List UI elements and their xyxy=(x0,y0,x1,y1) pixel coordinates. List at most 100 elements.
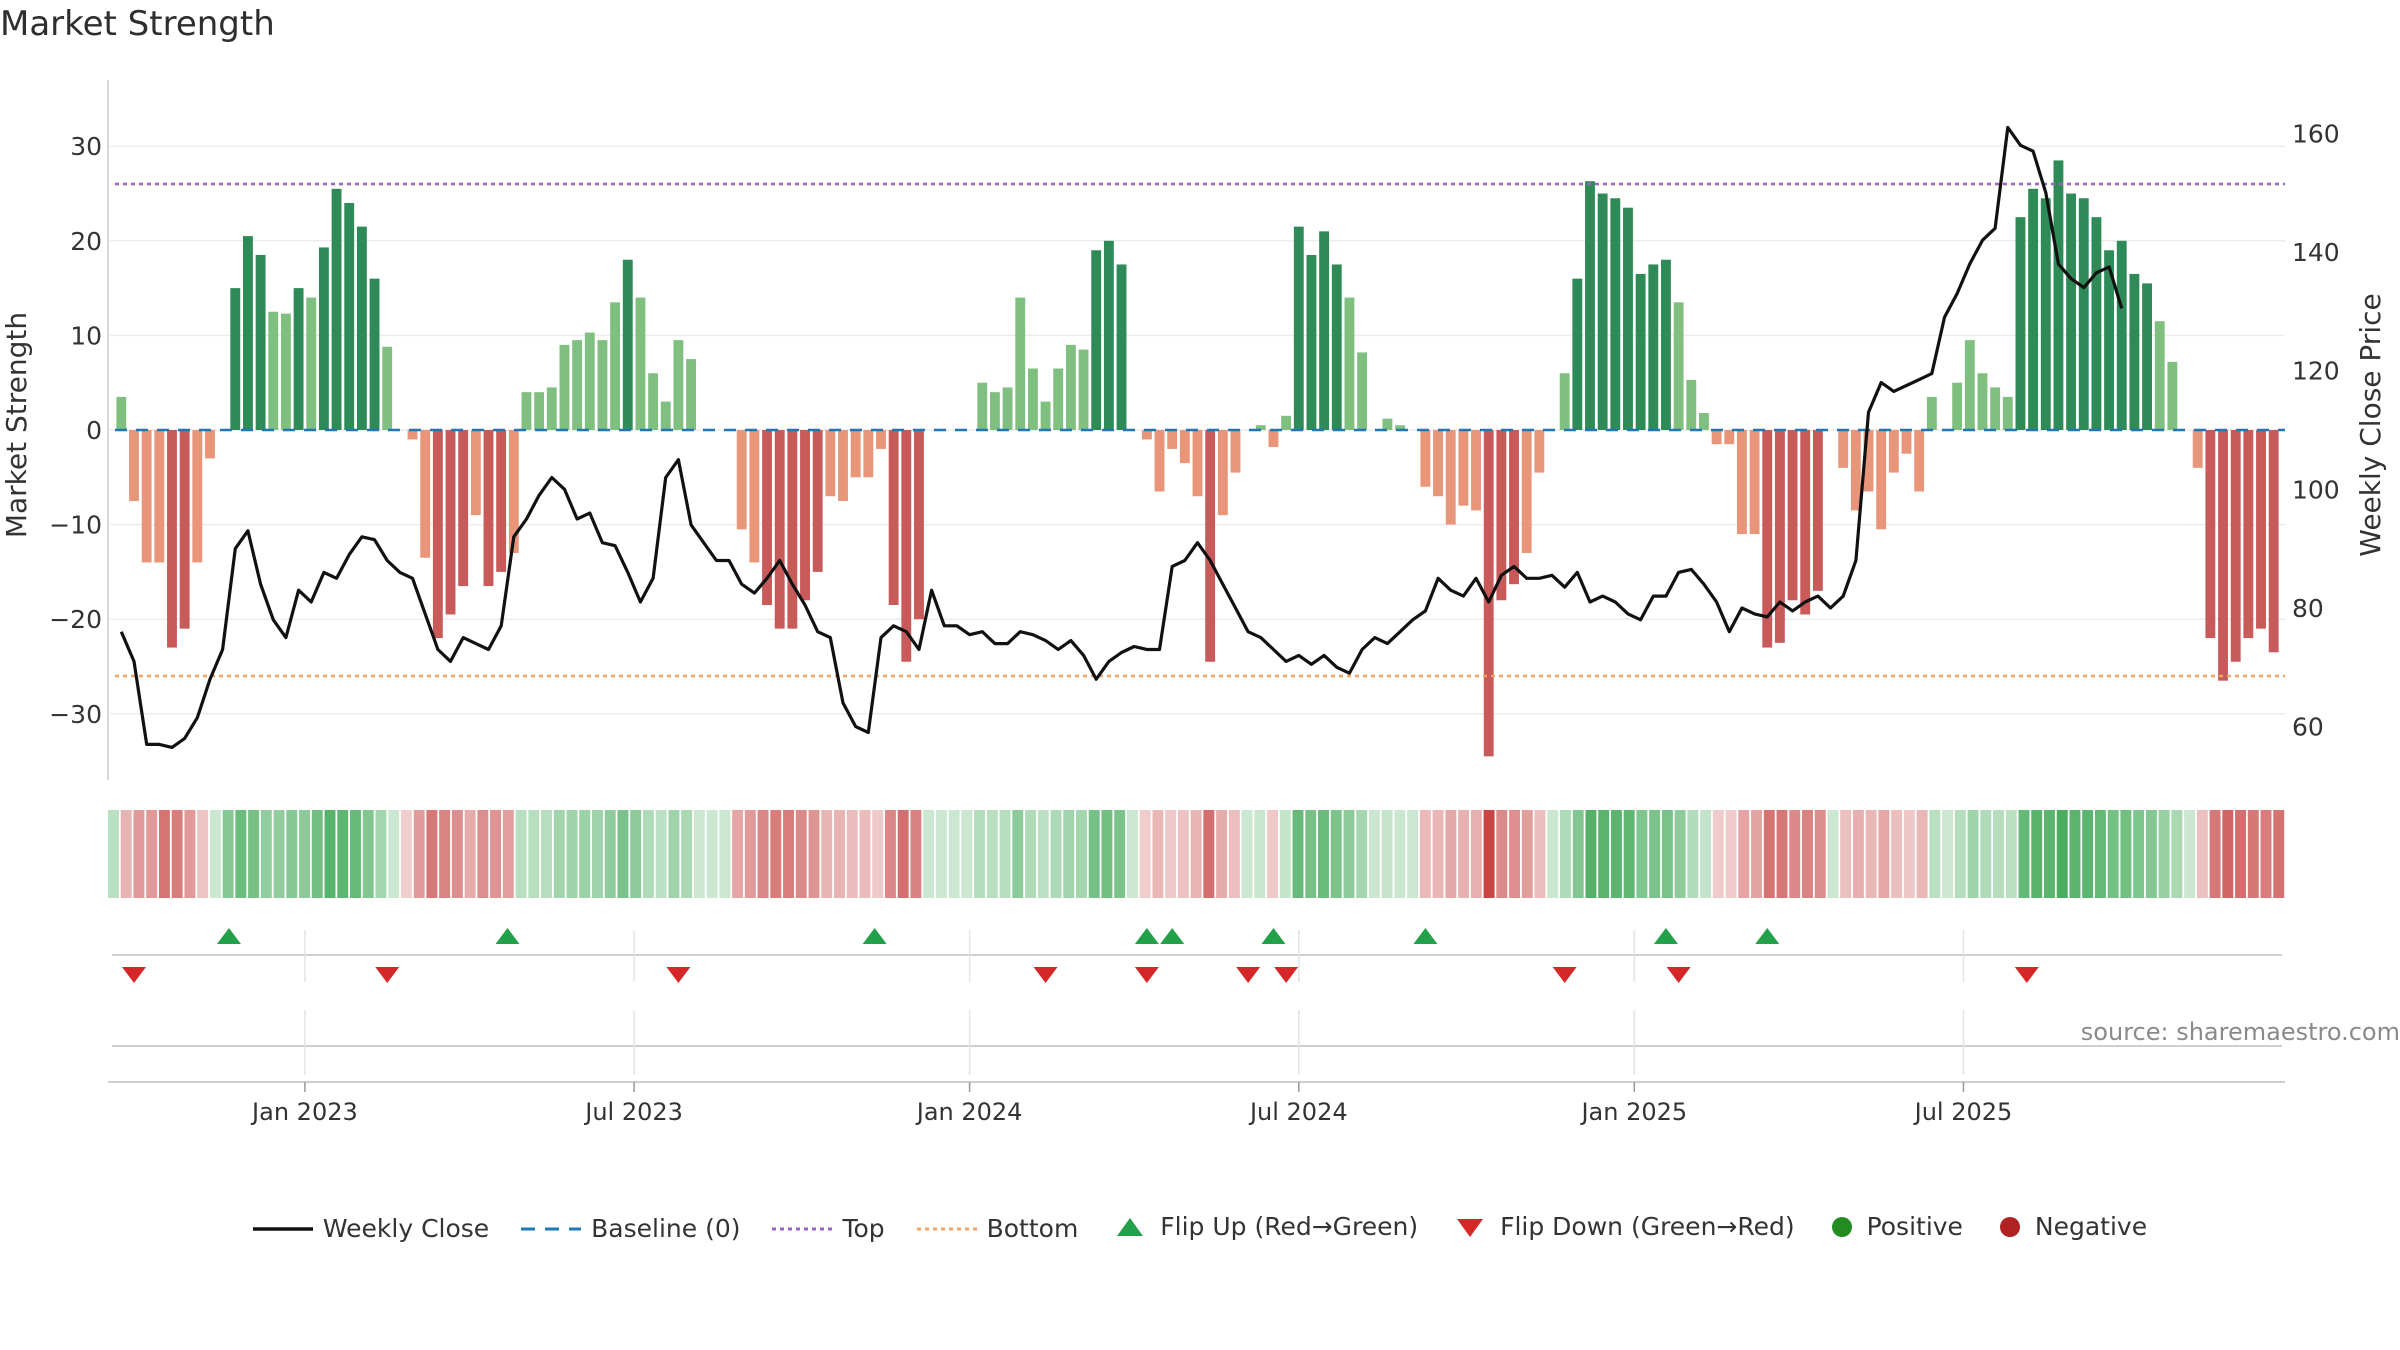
heat-cell xyxy=(350,810,361,898)
strength-bar xyxy=(914,430,924,620)
heat-cell xyxy=(744,810,756,898)
heat-cell xyxy=(1993,810,2005,898)
heat-cell xyxy=(1050,810,1062,898)
strength-bar xyxy=(1850,430,1861,511)
strength-bar xyxy=(736,430,747,530)
flip-up-marker xyxy=(862,928,887,944)
heat-cell xyxy=(1394,810,1406,898)
heat-cell xyxy=(1572,810,1584,898)
strength-bar xyxy=(1167,430,1178,449)
strength-bar xyxy=(1774,430,1785,643)
heat-cell xyxy=(197,810,209,898)
dotted-line-icon xyxy=(916,1227,977,1230)
circle-icon xyxy=(1831,1216,1852,1237)
heat-cell xyxy=(1076,810,1087,898)
strength-bar xyxy=(876,430,886,449)
heat-cell xyxy=(1903,810,1915,898)
heat-cell xyxy=(1165,810,1177,898)
heat-cell xyxy=(1763,810,1775,898)
heat-cell xyxy=(1292,810,1304,898)
flip-up-marker xyxy=(1413,928,1438,944)
dotted-line-icon xyxy=(772,1227,833,1230)
heat-cell xyxy=(2235,810,2247,898)
heat-cell xyxy=(1407,810,1419,898)
heat-cell xyxy=(2133,810,2145,898)
strength-bar xyxy=(192,430,203,563)
heat-cell xyxy=(375,810,387,898)
strength-bar xyxy=(1116,264,1127,430)
heat-cell xyxy=(362,810,374,898)
heat-cell xyxy=(1012,810,1024,898)
flip-down-marker xyxy=(1666,967,1691,983)
heat-cell xyxy=(642,810,654,898)
flip-up-marker xyxy=(1653,928,1678,944)
strength-bar xyxy=(546,387,557,430)
heat-cell xyxy=(719,810,731,898)
strength-bar xyxy=(508,430,519,553)
strength-bar xyxy=(1433,430,1443,497)
heat-cell xyxy=(1827,810,1839,898)
strength-bar xyxy=(686,359,697,430)
triangle-down-icon xyxy=(1457,1218,1484,1237)
heat-cell xyxy=(1521,810,1533,898)
heat-cell xyxy=(490,810,502,898)
heat-cell xyxy=(400,810,412,898)
strength-bar xyxy=(1268,430,1279,448)
heat-cell xyxy=(1088,810,1100,898)
strength-bar xyxy=(205,430,215,459)
heat-cell xyxy=(515,810,527,898)
strength-bar xyxy=(154,430,165,563)
heat-cell xyxy=(1967,810,1979,898)
heat-cell xyxy=(1190,810,1202,898)
heat-cell xyxy=(2005,810,2017,898)
strength-bar xyxy=(445,430,456,615)
heat-cell xyxy=(566,810,578,898)
strength-bar xyxy=(534,392,545,430)
strength-bar xyxy=(116,396,127,430)
heat-cell xyxy=(235,810,247,898)
heat-cell xyxy=(681,810,693,898)
strength-bar xyxy=(1471,430,1481,511)
legend-positive: Positive xyxy=(1827,1212,1963,1241)
strength-bar xyxy=(1002,387,1013,430)
legend-flip-up: Flip Up (Red→Green) xyxy=(1110,1212,1418,1241)
heat-cell xyxy=(1356,810,1368,898)
heat-cell xyxy=(1560,810,1571,898)
y-tick-label: −10 xyxy=(49,511,102,540)
strength-bar xyxy=(1838,430,1849,468)
legend-bottom-label: Bottom xyxy=(986,1214,1079,1243)
heat-cell xyxy=(1789,810,1801,898)
heat-cell xyxy=(2145,810,2157,898)
strength-bar xyxy=(888,430,899,605)
strength-bar xyxy=(1306,255,1317,430)
heat-cell xyxy=(795,810,807,898)
heat-cell xyxy=(2018,810,2030,898)
heat-cell xyxy=(999,810,1011,898)
strength-bar xyxy=(369,278,380,430)
strength-bar xyxy=(1686,379,1697,430)
heat-cell xyxy=(1865,810,1877,898)
strength-bar xyxy=(1015,297,1026,430)
strength-bar xyxy=(129,430,139,501)
heat-cell xyxy=(528,810,540,898)
strength-bar xyxy=(2040,198,2051,430)
strength-bar xyxy=(901,430,912,662)
strength-bar xyxy=(2167,361,2178,430)
strength-bar xyxy=(1331,264,1342,430)
strength-bar xyxy=(863,430,874,478)
legend-top: Top xyxy=(772,1214,885,1243)
heat-cell xyxy=(1712,810,1724,898)
strength-bar xyxy=(1749,430,1760,535)
heat-cell xyxy=(757,810,769,898)
heat-cell xyxy=(1254,810,1266,898)
strength-bar xyxy=(1217,430,1228,516)
strength-bar xyxy=(1623,207,1633,430)
heat-cell xyxy=(426,810,438,898)
y2-tick-label: 100 xyxy=(2292,475,2340,504)
heat-cell xyxy=(1547,810,1559,898)
legend-positive-label: Positive xyxy=(1866,1212,1963,1241)
strength-bar xyxy=(356,226,367,430)
flip-down-marker xyxy=(1552,967,1577,983)
strength-bar xyxy=(432,430,443,639)
heat-cell xyxy=(986,810,998,898)
